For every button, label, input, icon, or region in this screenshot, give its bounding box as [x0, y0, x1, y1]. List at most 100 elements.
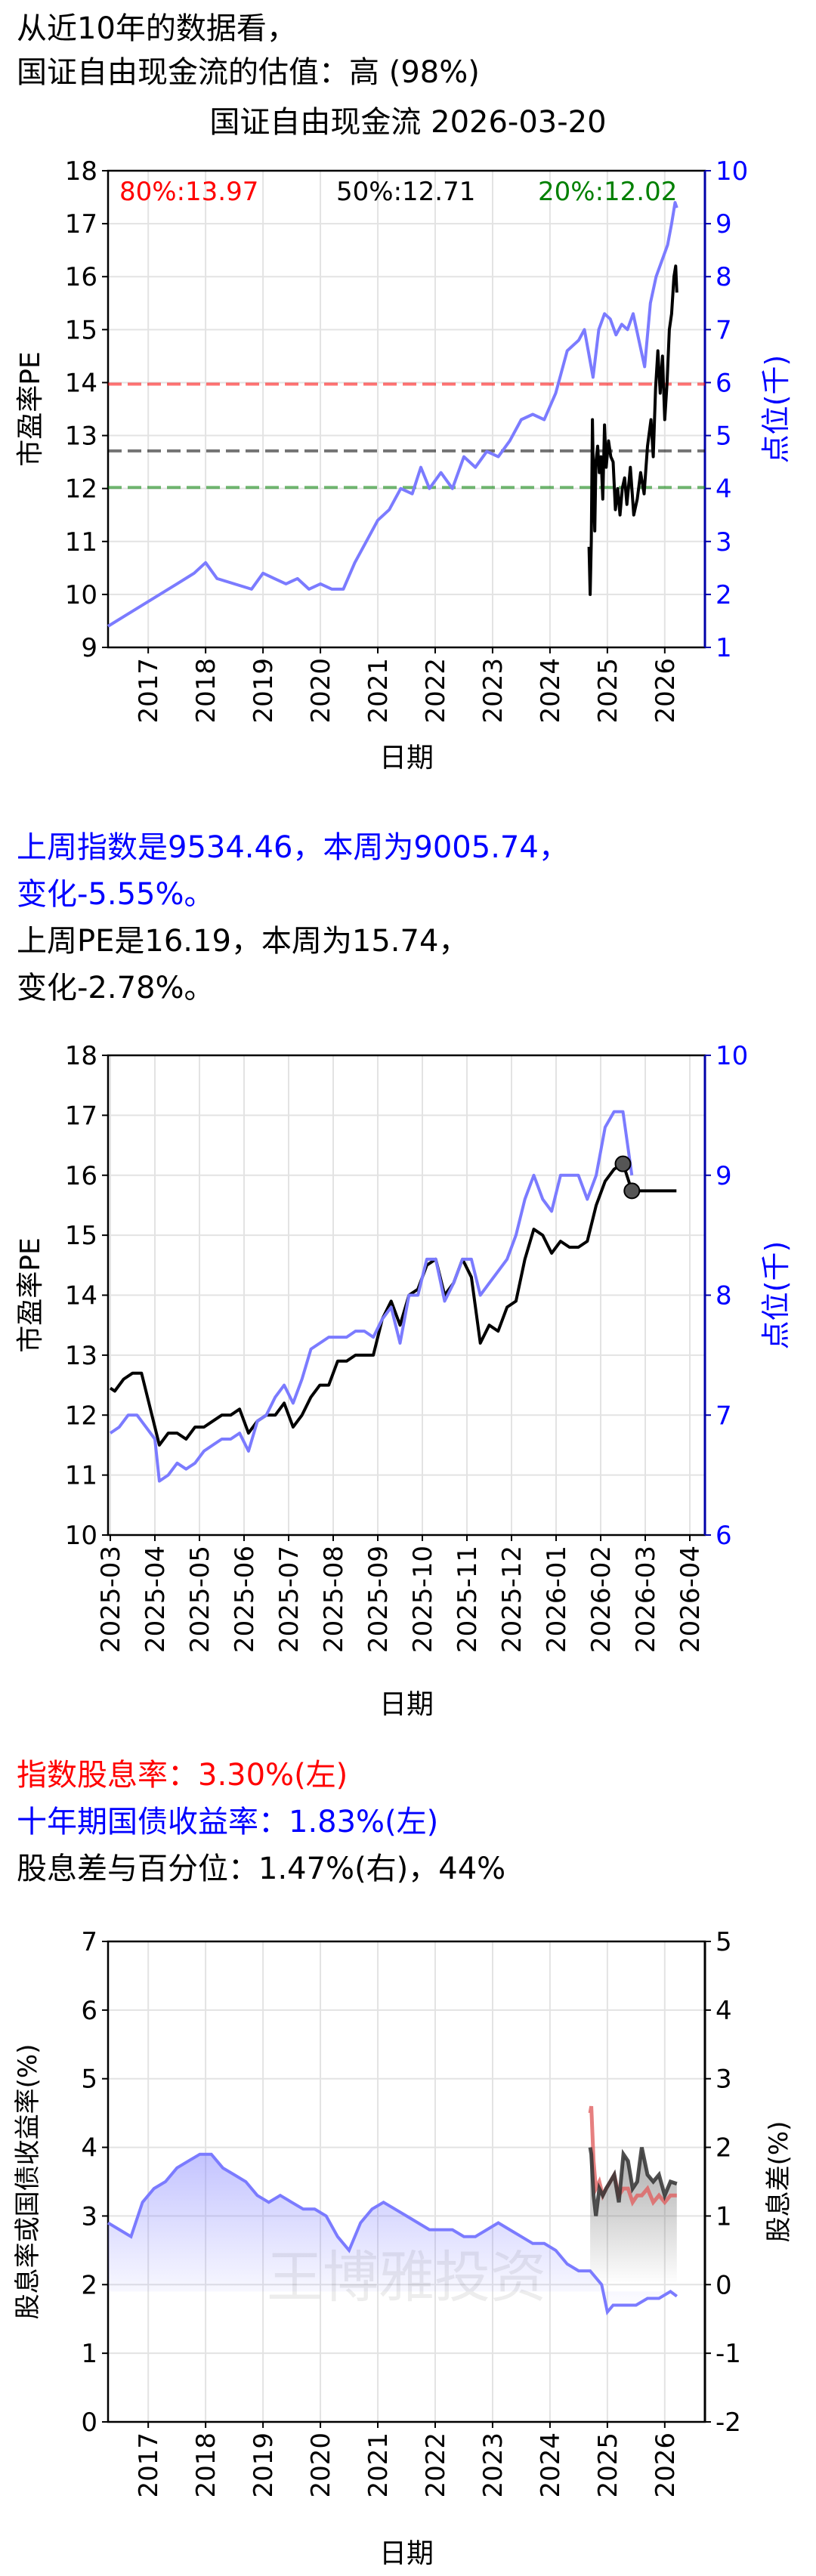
x-tick-label: 2025-11: [453, 1546, 483, 1653]
y-tick-label: 18: [65, 156, 97, 187]
spread-line: 股息差与百分位：1.47%(右)，44%: [17, 1852, 506, 1886]
x-tick-label: 2023: [478, 658, 508, 724]
x-tick-label: 2025-08: [319, 1546, 349, 1653]
bond-yield-line: [107, 2152, 678, 2316]
percentile-label: 50%:12.71: [336, 177, 475, 207]
pe-change-line-1: 上周PE是16.19，本周为15.74，: [17, 924, 469, 959]
x-tick-label: 2025-06: [230, 1546, 260, 1653]
bond-yield-area: [108, 2154, 677, 2312]
y2-axis-title: 点位(千): [759, 1241, 793, 1350]
y-axis-title: 市盈率PE: [15, 1237, 46, 1352]
x-tick-label: 2018: [191, 2432, 221, 2498]
x-tick-label: 2025-04: [141, 1546, 171, 1653]
x-tick-label: 2021: [363, 658, 394, 724]
index-change-line-2: 变化-5.55%。: [17, 877, 215, 912]
y-tick-label: 10: [65, 580, 97, 610]
percentile-label: 80%:13.97: [119, 177, 258, 207]
y-tick-label: 10: [65, 1521, 97, 1551]
y2-tick-label: 8: [716, 1281, 732, 1311]
y2-tick-label: 4: [716, 474, 732, 505]
dividend-yield-line: 指数股息率：3.30%(左): [17, 1758, 348, 1793]
chart1-title: 国证自由现金流 2026-03-20: [209, 105, 607, 140]
x-tick-label: 2025-07: [274, 1546, 304, 1653]
x-tick-label: 2024: [536, 2432, 566, 2498]
x-tick-label: 2024: [536, 658, 566, 724]
y2-tick-label: 1: [716, 2201, 732, 2232]
y-tick-label: 5: [81, 2065, 97, 2095]
pe-series-line: [587, 264, 678, 596]
y-tick-label: 1: [81, 2339, 97, 2369]
y-tick-label: 15: [65, 315, 97, 345]
intro-line-2: 国证自由现金流的估值：高 (98%): [17, 55, 480, 90]
intro-line-1: 从近10年的数据看，: [17, 11, 297, 46]
y-tick-label: 9: [81, 633, 97, 663]
x-tick-label: 2025: [593, 2432, 623, 2498]
y-tick-label: 15: [65, 1221, 97, 1251]
x-tick-label: 2025-03: [96, 1546, 126, 1653]
y-tick-label: 16: [65, 262, 97, 292]
x-tick-label: 2017: [134, 2432, 164, 2498]
watermark-text: 王博雅投资: [267, 2245, 546, 2310]
y-tick-label: 13: [65, 1341, 97, 1371]
y2-tick-label: 1: [716, 633, 732, 663]
x-tick-label: 2025-10: [408, 1546, 438, 1653]
dividend-yield-line: [588, 2105, 677, 2207]
y2-tick-label: 10: [716, 156, 748, 187]
x-tick-label: 2019: [249, 2432, 279, 2498]
x-axis-title: 日期: [379, 1689, 434, 1720]
y-tick-label: 16: [65, 1161, 97, 1191]
y2-tick-label: 8: [716, 262, 732, 292]
x-tick-label: 2025: [593, 658, 623, 724]
weekly-point-marker: [623, 1182, 641, 1200]
pe-change-line-2: 变化-2.78%。: [17, 971, 215, 1005]
y2-tick-label: 2: [716, 580, 732, 610]
x-tick-label: 2026: [651, 658, 681, 724]
weekly-point-marker: [614, 1155, 632, 1172]
x-tick-label: 2026: [651, 2432, 681, 2498]
x-tick-label: 2020: [306, 2432, 336, 2498]
x-tick-label: 2026-04: [675, 1546, 706, 1653]
spread-line: [588, 2147, 678, 2216]
percentile-label: 20%:12.02: [538, 177, 677, 207]
y-tick-label: 4: [81, 2133, 97, 2164]
x-tick-label: 2026-01: [542, 1546, 572, 1653]
y-tick-label: 11: [65, 527, 97, 558]
x-tick-label: 2025-05: [185, 1546, 215, 1653]
x-tick-label: 2022: [421, 658, 451, 724]
y2-tick-label: 10: [716, 1041, 748, 1071]
pe-series-line: [109, 1161, 677, 1447]
x-tick-label: 2017: [134, 658, 164, 724]
y-tick-label: 14: [65, 368, 97, 398]
y-tick-label: 18: [65, 1041, 97, 1071]
x-tick-label: 2025-12: [497, 1546, 527, 1653]
y-tick-label: 0: [81, 2408, 97, 2438]
y-tick-label: 17: [65, 1101, 97, 1131]
y2-tick-label: 3: [716, 527, 732, 558]
x-axis-title: 日期: [379, 743, 434, 774]
x-tick-label: 2020: [306, 658, 336, 724]
y2-tick-label: -2: [716, 2408, 741, 2438]
y-tick-label: 12: [65, 474, 97, 505]
x-tick-label: 2021: [363, 2432, 394, 2498]
y-axis-title: 市盈率PE: [15, 351, 46, 466]
x-axis-title: 日期: [379, 2538, 434, 2569]
x-tick-label: 2023: [478, 2432, 508, 2498]
y2-tick-label: -1: [716, 2339, 741, 2369]
y-tick-label: 13: [65, 422, 97, 452]
x-tick-label: 2019: [249, 658, 279, 724]
y-tick-label: 3: [81, 2201, 97, 2232]
y2-tick-label: 6: [716, 1521, 732, 1551]
y2-tick-label: 0: [716, 2270, 732, 2300]
y2-axis-title: 股息差(%): [764, 2121, 794, 2243]
y-tick-label: 2: [81, 2270, 97, 2300]
y2-tick-label: 7: [716, 1401, 732, 1431]
x-tick-label: 2022: [421, 2432, 451, 2498]
index-change-line-1: 上周指数是9534.46，本周为9005.74，: [17, 830, 569, 865]
x-tick-label: 2025-09: [363, 1546, 394, 1653]
bond-yield-line: 十年期国债收益率：1.83%(左): [17, 1805, 439, 1839]
y2-tick-label: 4: [716, 1996, 732, 2026]
x-tick-label: 2018: [191, 658, 221, 724]
index-series-line: [107, 201, 678, 628]
y2-tick-label: 9: [716, 209, 732, 239]
